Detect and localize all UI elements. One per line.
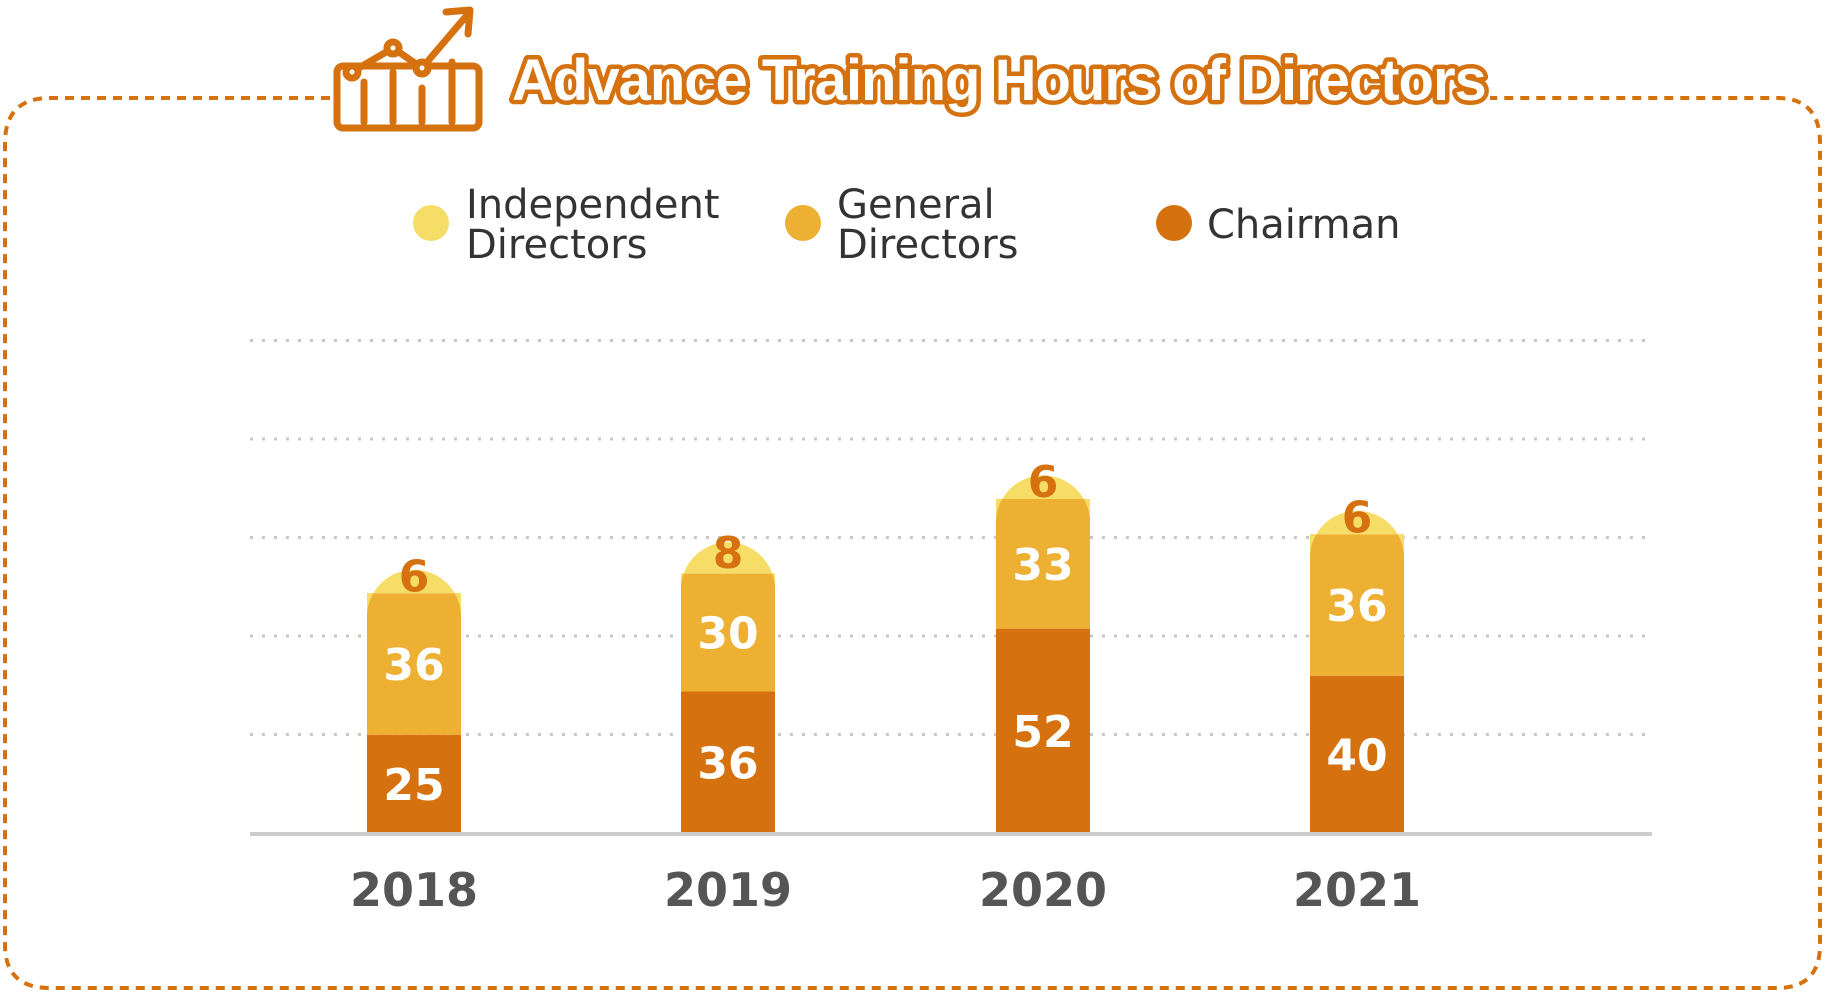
bar-segment-independent [681, 542, 775, 590]
legend: Independent Directors General Directors … [413, 182, 1400, 268]
x-tick-label: 2018 [350, 863, 478, 917]
bar-segment-general [367, 593, 461, 735]
value-label-chairman: 40 [1326, 730, 1387, 781]
chart-growth-icon [333, 6, 483, 132]
legend-label-independent-line1: Independent [466, 182, 720, 228]
value-label-chairman: 25 [383, 760, 444, 811]
bars [367, 475, 1404, 833]
legend-item-general: General Directors [785, 182, 1019, 268]
value-label-general: 33 [1012, 540, 1073, 591]
value-labels: 25 36 6 36 30 8 52 33 6 40 36 6 [383, 457, 1387, 811]
bar-segment-general [1310, 534, 1404, 676]
x-tick-label: 2021 [1293, 863, 1421, 917]
value-label-general: 30 [697, 609, 758, 660]
chart-title: Advance Training Hours of Directors [512, 48, 1486, 113]
value-label-general: 36 [383, 640, 444, 691]
bar-segment-independent [367, 569, 461, 617]
bar-segment-chairman [1310, 675, 1404, 833]
bar-segment-chairman [996, 628, 1090, 833]
legend-label-general-line2: Directors [837, 222, 1019, 268]
legend-swatch-independent [413, 205, 449, 241]
value-label-independent: 6 [399, 551, 430, 602]
value-label-chairman: 52 [1012, 707, 1073, 758]
bar-segment-chairman [367, 734, 461, 833]
legend-item-chairman: Chairman [1156, 202, 1400, 248]
x-axis: 2018 2019 2020 2021 [250, 832, 1652, 917]
legend-label-general-line1: General [837, 182, 995, 228]
bar-segment-independent [1310, 510, 1404, 558]
value-label-chairman: 36 [697, 738, 758, 789]
bar-segment-chairman [681, 691, 775, 833]
legend-swatch-chairman [1156, 205, 1192, 241]
legend-swatch-general [785, 205, 821, 241]
value-label-independent: 6 [1342, 493, 1373, 544]
value-label-independent: 8 [713, 528, 744, 579]
value-label-independent: 6 [1028, 457, 1059, 508]
x-tick-label: 2019 [664, 863, 792, 917]
bar-segment-general [681, 573, 775, 692]
value-label-general: 36 [1326, 581, 1387, 632]
legend-label-independent-line2: Directors [466, 222, 648, 268]
x-tick-label: 2020 [979, 863, 1107, 917]
bar-segment-general [996, 498, 1090, 629]
legend-label-chairman: Chairman [1207, 202, 1400, 248]
bar-segment-independent [996, 475, 1090, 523]
chart-frame [2, 96, 1822, 990]
legend-item-independent: Independent Directors [413, 182, 720, 268]
